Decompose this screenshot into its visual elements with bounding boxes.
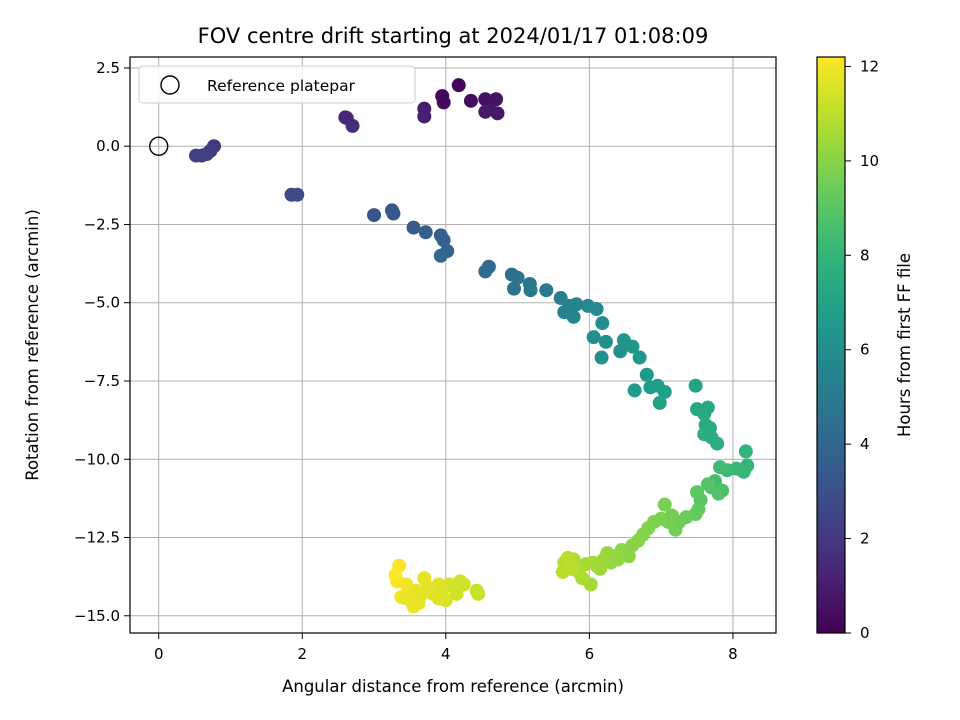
data-point: [690, 485, 705, 500]
grid-lines: [130, 57, 776, 633]
colorbar-frame: [816, 56, 846, 634]
data-point: [471, 586, 486, 601]
y-axis-ticks: 2.5 0.0 −2.5 −5.0 −7.5 −10.0 −12.5 −15.0: [74, 59, 130, 625]
chart-title: FOV centre drift starting at 2024/01/17 …: [198, 24, 709, 48]
colorbar-tick-label: 4: [860, 435, 870, 453]
data-point: [564, 561, 579, 576]
data-point: [613, 344, 628, 359]
x-axis-ticks: 0 2 4 6 8: [154, 633, 738, 663]
data-point: [199, 147, 214, 162]
y-tick-label: −5.0: [84, 294, 120, 312]
data-point: [490, 106, 505, 121]
data-point: [406, 220, 421, 235]
data-point: [595, 316, 610, 331]
y-tick-label: 0.0: [96, 137, 120, 155]
colorbar-tick-label: 12: [860, 57, 879, 75]
data-point: [632, 350, 647, 365]
data-point: [367, 208, 382, 223]
y-tick-label: −12.5: [74, 529, 120, 547]
colorbar-tick-label: 10: [860, 152, 879, 170]
scatter-points: [149, 78, 755, 614]
data-point: [433, 248, 448, 263]
colorbar: 0 2 4 6 8 10 12 Hours from first FF file: [816, 56, 914, 642]
colorbar-ticks: 0 2 4 6 8 10 12: [845, 57, 879, 642]
data-point: [711, 486, 726, 501]
data-point: [410, 583, 425, 598]
x-tick-label: 6: [585, 645, 595, 663]
data-point: [713, 460, 728, 475]
data-point: [478, 264, 493, 279]
data-point: [478, 104, 493, 119]
data-point: [627, 383, 642, 398]
data-point: [697, 427, 712, 442]
x-axis-label: Angular distance from reference (arcmin): [282, 677, 624, 696]
data-point: [447, 580, 462, 595]
data-point: [417, 109, 432, 124]
data-point: [589, 302, 604, 316]
data-point: [598, 334, 613, 349]
data-point: [688, 378, 703, 393]
data-point: [431, 591, 446, 606]
data-point: [436, 233, 451, 248]
data-point: [594, 350, 609, 365]
legend-box: [138, 65, 416, 104]
data-point: [386, 206, 401, 221]
data-point: [566, 309, 581, 324]
colorbar-tick-label: 2: [860, 530, 870, 548]
legend: Reference platepar: [138, 65, 416, 104]
data-point: [539, 283, 554, 298]
y-tick-label: −15.0: [74, 607, 120, 625]
colorbar-gradient: [817, 57, 845, 633]
plot-frame: [129, 56, 777, 634]
y-tick-label: −10.0: [74, 450, 120, 468]
x-tick-label: 0: [154, 645, 164, 663]
data-point: [399, 591, 414, 606]
data-point: [657, 384, 672, 399]
y-tick-label: −7.5: [84, 372, 120, 390]
data-point: [417, 571, 432, 586]
colorbar-tick-label: 0: [860, 624, 870, 642]
data-point: [710, 436, 725, 451]
y-tick-label: 2.5: [96, 59, 120, 77]
data-point: [586, 330, 601, 345]
data-point: [639, 367, 654, 382]
data-point: [657, 497, 672, 512]
data-point: [436, 95, 451, 110]
data-point: [507, 281, 522, 296]
data-point: [625, 339, 640, 354]
data-point: [700, 477, 715, 492]
data-point: [345, 118, 360, 133]
legend-entry-reference-platepar: Reference platepar: [207, 77, 356, 95]
data-point: [451, 78, 466, 93]
y-tick-label: −2.5: [84, 215, 120, 233]
x-tick-label: 2: [297, 645, 307, 663]
x-tick-label: 8: [728, 645, 738, 663]
data-point: [189, 148, 204, 163]
colorbar-tick-label: 6: [860, 341, 870, 359]
legend-reference-marker: [160, 75, 180, 95]
data-point: [697, 406, 712, 421]
data-point: [523, 283, 538, 298]
colorbar-label: Hours from first FF file: [895, 253, 914, 437]
data-point: [625, 538, 640, 553]
data-point: [463, 93, 478, 108]
data-point: [388, 568, 403, 583]
colorbar-tick-label: 8: [860, 246, 870, 264]
x-tick-label: 4: [441, 645, 451, 663]
data-point: [418, 225, 433, 240]
reference-platepar-marker: [149, 136, 169, 156]
y-axis-label: Rotation from reference (arcmin): [23, 209, 42, 481]
data-point: [510, 270, 525, 285]
data-point: [652, 395, 667, 410]
data-point: [560, 550, 575, 565]
data-point: [738, 444, 753, 459]
data-point: [290, 187, 305, 202]
data-point: [569, 297, 584, 312]
